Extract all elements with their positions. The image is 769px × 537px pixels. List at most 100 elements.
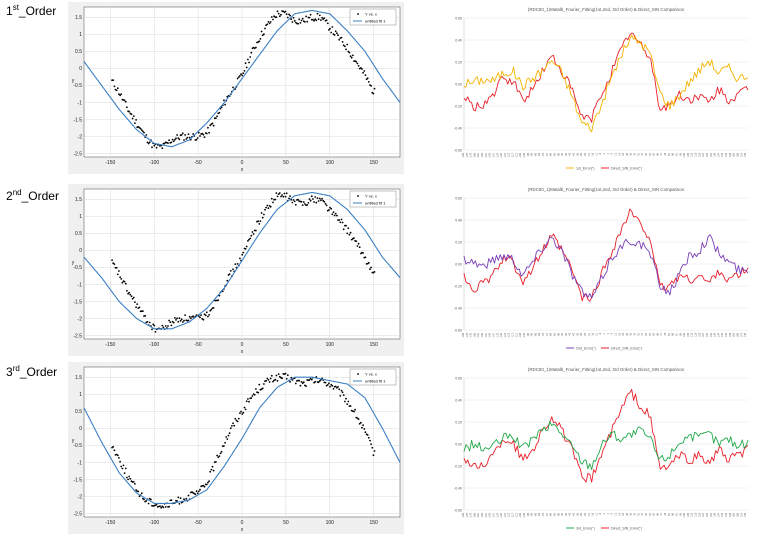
- data-point: [216, 115, 219, 118]
- data-point: [177, 320, 180, 323]
- excel-svg: (RDC50_1)Matalb_Fourier_Fitting(1st,2nd,…: [454, 187, 749, 350]
- data-point: [249, 237, 252, 240]
- data-point: [209, 124, 212, 127]
- x-tick-label: -150: [105, 520, 115, 526]
- data-point: [362, 424, 364, 427]
- x-tick-label: -11: [595, 332, 598, 336]
- data-point: [241, 413, 244, 415]
- data-point: [370, 85, 372, 87]
- data-point: [291, 201, 294, 204]
- x-tick-label: -74: [546, 332, 549, 336]
- data-point: [188, 315, 191, 318]
- data-point: [329, 206, 331, 209]
- x-tick-label: 37: [634, 512, 637, 515]
- data-point: [281, 194, 283, 196]
- x-tick-label: 129: [706, 332, 709, 337]
- data-point: [255, 229, 257, 232]
- data-point: [315, 19, 318, 22]
- x-tick-label: 71: [660, 152, 663, 155]
- data-point: [291, 379, 294, 381]
- data-point: [373, 450, 376, 452]
- x-tick-label: 71: [660, 332, 663, 335]
- x-tick-label: -30: [580, 332, 583, 336]
- y-tick-label: -2.5: [73, 511, 82, 517]
- data-point: [342, 394, 345, 396]
- x-tick-label: -45: [569, 512, 572, 516]
- x-tick-label: 47: [641, 512, 644, 515]
- x-tick-label: 66: [656, 152, 659, 155]
- x-tick-label: 42: [637, 332, 640, 335]
- x-tick-label: 57: [649, 512, 652, 515]
- data-point: [111, 259, 113, 261]
- data-point: [127, 292, 129, 295]
- data-point: [276, 379, 279, 382]
- data-point: [136, 303, 139, 305]
- data-point: [313, 19, 315, 22]
- data-point: [244, 408, 247, 411]
- x-tick-label: -1: [603, 152, 606, 155]
- x-tick-label: -161: [477, 152, 480, 157]
- data-point: [130, 295, 133, 298]
- data-point: [304, 21, 306, 23]
- x-tick-label: -170: [470, 512, 473, 517]
- x-tick-label: 13: [615, 512, 618, 515]
- x-tick-label: -69: [550, 512, 553, 516]
- data-point: [309, 13, 312, 16]
- y-tick-label: 0.60: [455, 377, 462, 381]
- x-tick-label: 153: [725, 152, 728, 157]
- x-tick-label: 149: [721, 332, 724, 337]
- data-point: [326, 22, 329, 25]
- x-tick-label: 100: [326, 160, 335, 166]
- data-point: [292, 199, 295, 201]
- x-tick-label: -132: [500, 152, 503, 157]
- legend-marker-points: [357, 195, 359, 197]
- data-point: [212, 124, 215, 127]
- data-point: [337, 386, 339, 388]
- data-point: [350, 56, 353, 59]
- data-point: [369, 439, 371, 442]
- x-tick-label: -103: [523, 152, 526, 157]
- x-tick-label: 57: [649, 152, 652, 155]
- data-point: [339, 221, 342, 224]
- data-point: [116, 454, 119, 457]
- series-line: [463, 32, 749, 123]
- y-tick-label: -1.5: [73, 117, 82, 123]
- x-tick-label: 18: [618, 332, 621, 335]
- y-tick-label: -0.60: [454, 329, 462, 333]
- x-tick-label: 129: [706, 152, 709, 157]
- data-point: [358, 422, 361, 425]
- data-point: [241, 253, 244, 256]
- series-line: [463, 34, 749, 133]
- x-tick-label: 91: [676, 152, 679, 155]
- x-tick-label: 33: [630, 332, 633, 335]
- x-tick-label: 150: [369, 160, 378, 166]
- data-point: [338, 38, 341, 41]
- x-tick-label: -150: [105, 342, 115, 348]
- y-tick-label: -0.60: [454, 149, 462, 153]
- x-tick-label: 62: [653, 512, 656, 515]
- y-tick-label: -2: [78, 494, 83, 500]
- data-point: [270, 374, 273, 377]
- data-point: [212, 469, 215, 472]
- x-tick-label: -141: [493, 512, 496, 517]
- data-point: [357, 418, 360, 420]
- data-point: [223, 445, 225, 447]
- y-tick-label: 0.00: [455, 83, 462, 87]
- data-point: [239, 75, 241, 77]
- data-point: [373, 271, 376, 273]
- x-tick-label: -127: [504, 152, 507, 157]
- data-point: [155, 503, 158, 506]
- y-tick-label: 0: [79, 426, 82, 432]
- data-point: [134, 122, 136, 124]
- data-point: [248, 400, 250, 403]
- data-point: [142, 310, 144, 312]
- x-tick-label: 149: [721, 152, 724, 157]
- data-point: [267, 20, 270, 23]
- row-label-2nd-order: 2nd_Order: [6, 188, 59, 203]
- x-tick-label: -122: [508, 512, 511, 517]
- data-point: [289, 381, 291, 383]
- data-point: [188, 136, 191, 139]
- data-point: [115, 266, 118, 269]
- data-point: [119, 460, 121, 463]
- x-tick-label: 50: [283, 520, 289, 526]
